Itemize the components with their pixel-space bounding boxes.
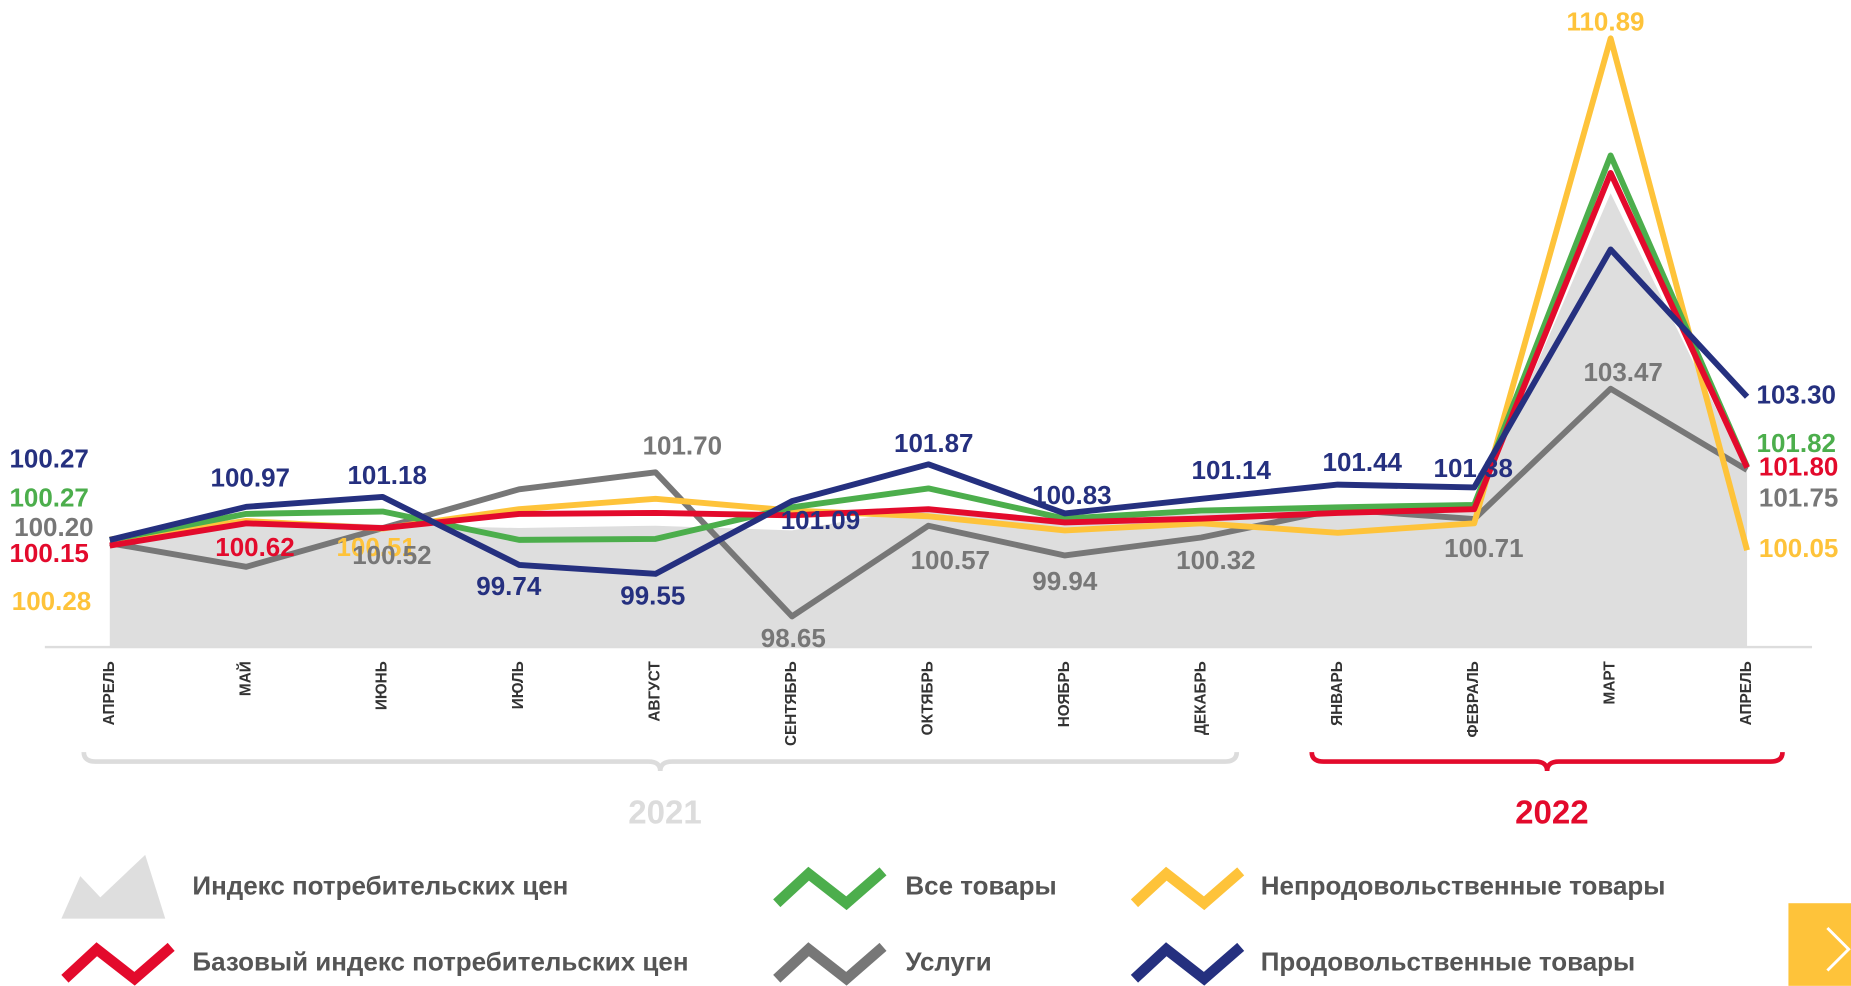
legend-icon (1130, 942, 1245, 986)
series-line (109, 246, 1750, 577)
value-label: 101.70 (643, 430, 722, 460)
legend-label: Продовольственные товары (1261, 946, 1635, 976)
x-tick-label: АПРЕЛЬ (1738, 661, 1755, 725)
value-label: 99.55 (620, 580, 685, 610)
legend-label: Все товары (905, 871, 1056, 901)
x-tick-label: АВГУСТ (647, 661, 664, 722)
value-label: 100.20 (14, 512, 93, 542)
value-label: 100.57 (911, 545, 990, 575)
value-label: 101.38 (1434, 453, 1513, 483)
value-label: 100.97 (211, 462, 290, 492)
legend-icon (773, 866, 887, 911)
value-label: 100.27 (9, 482, 88, 512)
x-tick-label: ФЕВРАЛЬ (1465, 661, 1482, 737)
x-tick-label: МАЙ (236, 661, 254, 696)
value-label: 101.82 (1757, 428, 1836, 458)
legend-icon (1130, 866, 1245, 911)
value-label: 100.51 (336, 532, 415, 562)
value-label: 110.89 (1566, 7, 1644, 37)
x-tick-label: МАРТ (1602, 661, 1619, 705)
legend-label: Непродовольственные товары (1261, 871, 1666, 901)
value-label: 100.52 (352, 540, 431, 570)
value-label: 99.74 (476, 571, 542, 601)
legend-icon (773, 942, 887, 986)
year-label: 2021 (628, 794, 702, 831)
value-label: 98.65 (761, 623, 826, 653)
button-bg[interactable] (1788, 903, 1851, 986)
value-label: 100.83 (1032, 480, 1111, 510)
value-label: 100.27 (9, 443, 88, 473)
legend-icon (61, 854, 166, 919)
value-label: 101.75 (1759, 482, 1838, 512)
year-brace (81, 751, 1240, 772)
x-tick-label: ДЕКАБРЬ (1192, 661, 1209, 735)
value-label: 100.28 (12, 586, 91, 616)
series-line (109, 170, 1750, 549)
value-label: 100.71 (1444, 533, 1523, 563)
x-tick-label: АПРЕЛЬ (101, 661, 118, 725)
x-tick-label: НОЯБРЬ (1056, 661, 1073, 727)
value-label: 101.87 (894, 428, 973, 458)
legend-icon (61, 942, 175, 986)
value-label: 101.18 (347, 460, 426, 490)
next-button[interactable] (1788, 903, 1851, 986)
value-label: 101.44 (1323, 447, 1403, 477)
x-tick-label: ИЮНЬ (374, 661, 391, 710)
value-label: 100.32 (1176, 545, 1255, 575)
year-brace (1309, 751, 1785, 772)
value-label: 103.30 (1757, 380, 1836, 410)
legend-label: Индекс потребительских цен (192, 871, 568, 901)
value-label: 100.05 (1759, 533, 1838, 563)
year-label: 2022 (1515, 794, 1589, 831)
x-tick-label: СЕНТЯБРЬ (783, 661, 800, 746)
value-label: 100.15 (9, 538, 88, 568)
value-label: 101.14 (1192, 455, 1272, 485)
x-tick-label: ЯНВАРЬ (1329, 661, 1346, 726)
x-tick-label: ОКТЯБРЬ (919, 661, 936, 735)
legend-label: Базовый индекс потребительских цен (192, 946, 688, 976)
legend-label: Услуги (905, 946, 991, 976)
value-label: 103.47 (1583, 357, 1662, 387)
value-label: 101.80 (1759, 452, 1838, 482)
x-tick-label: ИЮЛЬ (510, 661, 527, 709)
value-label: 101.09 (781, 505, 860, 535)
button-arrow[interactable] (1826, 926, 1851, 972)
value-label: 99.94 (1032, 566, 1098, 596)
value-label: 100.62 (215, 532, 294, 562)
